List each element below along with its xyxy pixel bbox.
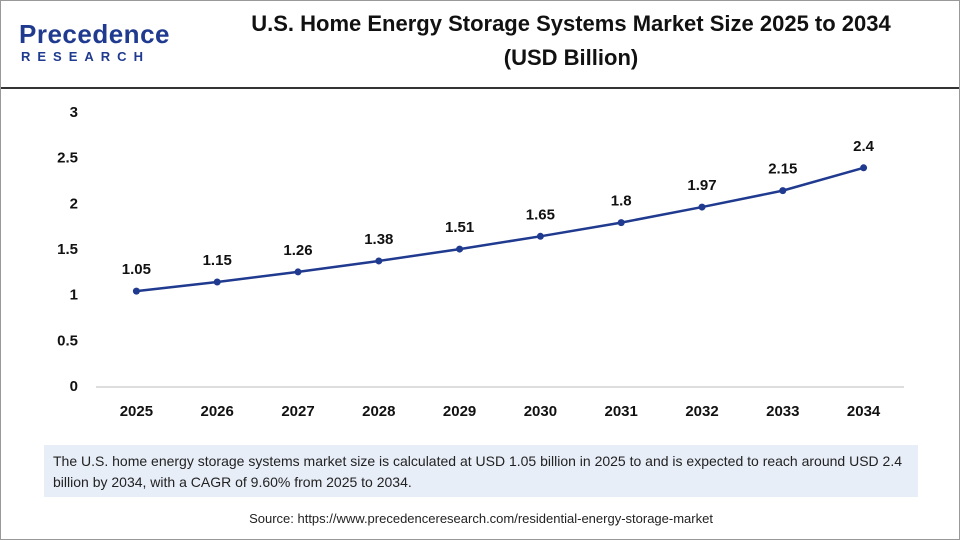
x-tick-label: 2030 — [524, 403, 557, 420]
line — [136, 166, 864, 293]
value-label: 1.51 — [445, 219, 474, 236]
divider — [1, 87, 959, 89]
value-label: 1.26 — [283, 242, 312, 259]
logo-name: Precedence — [19, 19, 170, 49]
y-tick-label: 0.5 — [57, 332, 78, 349]
value-label: 1.97 — [687, 177, 716, 194]
title: U.S. Home Energy Storage Systems Market … — [251, 11, 891, 36]
point — [375, 257, 383, 265]
point — [617, 219, 625, 227]
value-label: 2.15 — [768, 161, 797, 178]
title: (USD Billion) — [503, 45, 639, 70]
value-label: 1.38 — [364, 231, 393, 248]
y-tick-label: 0 — [70, 378, 78, 395]
value-label: 2.4 — [853, 138, 875, 155]
point — [132, 287, 140, 295]
x-tick-label: 2031 — [605, 403, 638, 420]
point — [779, 187, 787, 195]
y-tick-label: 3 — [70, 104, 78, 121]
value-label: 1.8 — [611, 193, 632, 210]
x-tick-label: 2029 — [443, 403, 476, 420]
value-label: 1.15 — [203, 252, 232, 269]
note: The U.S. home energy storage systems mar… — [44, 445, 918, 497]
x-tick-label: 2032 — [685, 403, 718, 420]
x-tick-label: 2028 — [362, 403, 395, 420]
y-tick-label: 2.5 — [57, 150, 78, 167]
value-label: 1.65 — [526, 206, 555, 223]
point — [860, 164, 868, 172]
y-tick-label: 1 — [70, 287, 78, 304]
y-tick-label: 1.5 — [57, 241, 78, 258]
value-label: 1.05 — [122, 261, 151, 278]
point — [536, 232, 544, 240]
y-tick-label: 2 — [70, 195, 78, 212]
x-tick-label: 2027 — [281, 403, 314, 420]
point — [294, 268, 302, 276]
x-tick-label: 2026 — [201, 403, 234, 420]
source: Source: https://www.precedenceresearch.c… — [249, 511, 713, 526]
x-tick-label: 2025 — [120, 403, 153, 420]
x-tick-label: 2033 — [766, 403, 799, 420]
x-tick-label: 2034 — [847, 403, 881, 420]
logo-sub: RESEARCH — [21, 49, 150, 64]
point — [213, 278, 221, 286]
point — [456, 245, 464, 253]
point — [698, 203, 706, 211]
